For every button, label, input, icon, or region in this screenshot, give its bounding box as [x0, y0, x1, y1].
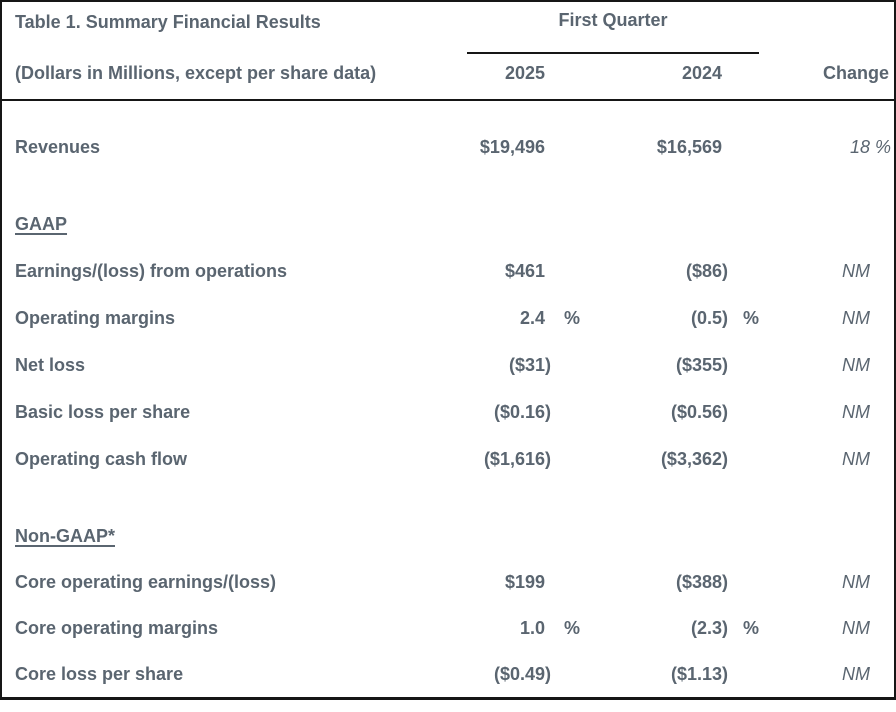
hanging-suffix: ) — [545, 449, 551, 469]
value-2025: 1.0 — [519, 617, 545, 638]
value-2024: ($1.13) — [670, 663, 728, 684]
hanging-suffix: ) — [722, 308, 728, 328]
value-2024: ($0.56) — [670, 402, 728, 422]
change-value: NM — [842, 571, 870, 592]
row-label: Earnings/(loss) from operations — [15, 261, 288, 281]
value-2024: ($86) — [685, 261, 728, 281]
row-label: Core operating margins — [15, 617, 219, 638]
value-2024: ($3,362) — [660, 449, 728, 469]
value-2025: $199 — [504, 571, 545, 592]
first-quarter-label: First Quarter — [558, 10, 668, 30]
value-2025: $461 — [504, 261, 545, 281]
hanging-suffix: ) — [722, 355, 728, 375]
value-2024: $16,569 — [656, 137, 722, 157]
hanging-suffix: ) — [722, 571, 728, 592]
table-row: Earnings/(loss) from operations $461 ($86)… — [2, 248, 894, 295]
column-header-change: Change — [822, 62, 889, 83]
percent-cell-2025: % — [564, 308, 581, 328]
table-row: Operating margins 2.4% (0.5)% NM — [2, 295, 894, 342]
hanging-suffix: ) — [722, 261, 728, 281]
hanging-suffix: % — [870, 137, 892, 157]
value-2025: ($0.16) — [493, 402, 551, 422]
table-row: Core loss per share ($0.49) ($1.13) NM — [2, 651, 894, 697]
column-header-2025: 2025 — [504, 62, 545, 83]
hanging-suffix: ) — [722, 449, 728, 469]
hanging-suffix: ) — [722, 402, 728, 422]
change-value: NM — [842, 402, 870, 422]
value-2025: ($31) — [508, 355, 551, 375]
value-2024: (0.5) — [690, 308, 728, 328]
hanging-suffix: ) — [545, 402, 551, 422]
row-label: Revenues — [15, 137, 101, 157]
change-value: NM — [842, 355, 870, 375]
section-heading: Non-GAAP* — [2, 526, 894, 547]
section-heading-row: Non-GAAP* — [2, 513, 894, 559]
hanging-suffix: ) — [545, 663, 551, 684]
table-body: Revenues $19,496 $16,569 18 % GAAP Earnings/(… — [2, 101, 894, 697]
section-heading-label: GAAP — [15, 214, 68, 234]
section-gap — [2, 483, 894, 513]
section-gap — [2, 171, 894, 201]
row-label: Operating margins — [15, 308, 176, 328]
section-gap — [2, 101, 894, 124]
hanging-suffix: ) — [722, 663, 728, 684]
hanging-suffix: ) — [722, 617, 728, 638]
table-row: Core operating earnings/(loss) $199 ($388)… — [2, 559, 894, 605]
row-label: Core operating earnings/(loss) — [15, 571, 277, 592]
column-header-row: (Dollars in Millions, except per share d… — [2, 58, 894, 88]
change-value: NM — [842, 663, 870, 684]
value-2025: 2.4 — [519, 308, 545, 328]
change-value: NM — [842, 617, 870, 638]
units-note: (Dollars in Millions, except per share d… — [15, 62, 377, 83]
row-label: Operating cash flow — [15, 449, 188, 469]
table-row: Core operating margins 1.0% (2.3)% NM — [2, 605, 894, 651]
row-label: Net loss — [15, 355, 86, 375]
section-heading: GAAP — [2, 214, 894, 235]
section-heading-row: GAAP — [2, 201, 894, 248]
table-title: Table 1. Summary Financial Results — [15, 12, 321, 32]
value-2025: ($1,616) — [483, 449, 551, 469]
change-value: NM — [842, 449, 870, 469]
change-value: NM — [842, 261, 870, 281]
value-2025: $19,496 — [479, 137, 545, 157]
hanging-suffix: ) — [545, 355, 551, 375]
change-value: NM — [842, 308, 870, 328]
row-label: Core loss per share — [15, 663, 184, 684]
percent-cell-2025: % — [564, 617, 581, 638]
change-value: 18 % — [849, 137, 892, 157]
first-quarter-group: First Quarter — [467, 9, 759, 54]
table-section: Revenues $19,496 $16,569 18 % — [2, 124, 894, 171]
row-label: Basic loss per share — [15, 402, 191, 422]
value-2025: ($0.49) — [493, 663, 551, 684]
table-section: GAAP Earnings/(loss) from operations $461 (… — [2, 201, 894, 483]
value-2024: ($355) — [675, 355, 728, 375]
section-heading-label: Non-GAAP* — [15, 525, 115, 546]
percent-cell-2024: % — [743, 617, 760, 638]
value-2024: (2.3) — [690, 617, 728, 638]
table-row: Net loss ($31) ($355) NM — [2, 342, 894, 389]
table-section: Non-GAAP* Core operating earnings/(loss) $… — [2, 513, 894, 697]
value-2024: ($388) — [675, 571, 728, 592]
table-row: Operating cash flow ($1,616) ($3,362) NM — [2, 436, 894, 483]
column-header-2024: 2024 — [681, 62, 722, 83]
table-row: Basic loss per share ($0.16) ($0.56) NM — [2, 389, 894, 436]
table-header: Table 1. Summary Financial Results First… — [2, 2, 894, 101]
table-row: Revenues $19,496 $16,569 18 % — [2, 124, 894, 171]
percent-cell-2024: % — [743, 308, 760, 328]
